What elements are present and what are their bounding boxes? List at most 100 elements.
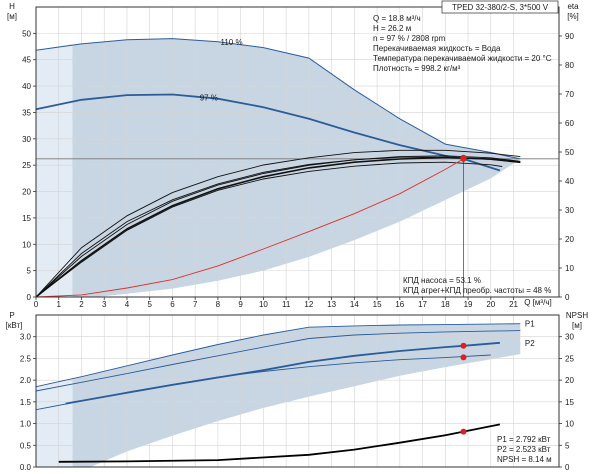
bottom-left-axis-unit: [кВт] xyxy=(6,321,23,330)
x-tick-label: 21 xyxy=(509,300,518,309)
top-left-axis-title: H xyxy=(9,2,15,11)
duty-point xyxy=(460,154,467,161)
duty-point xyxy=(460,342,467,349)
x-tick-label: 13 xyxy=(327,300,336,309)
model-label: TPED 32-380/2-S, 3*500 V xyxy=(452,3,549,12)
x-tick-label: 14 xyxy=(350,300,359,309)
y-tick-label: 0.5 xyxy=(20,441,32,450)
info-line: Плотность = 998.2 кг/м³ xyxy=(373,64,461,73)
x-tick-label: 0 xyxy=(34,300,39,309)
x-tick-label: 18 xyxy=(441,300,450,309)
y-tick-label: 40 xyxy=(22,82,31,91)
curve-label-110: 110 % xyxy=(221,38,243,47)
info-line: NPSH = 8.14 м xyxy=(497,455,552,464)
power-info-block: P1 = 2.792 кВт P2 = 2.523 кВт NPSH = 8.1… xyxy=(497,435,552,464)
model-box xyxy=(441,0,559,14)
y2-tick-label: 10 xyxy=(565,264,574,273)
x-tick-label: 5 xyxy=(147,300,152,309)
duty-point xyxy=(460,428,467,435)
efficiency-curve xyxy=(35,149,521,298)
y2-tick-label: 60 xyxy=(565,119,574,128)
x-tick-label: 20 xyxy=(486,300,495,309)
y-tick-label: 10 xyxy=(22,240,31,249)
bottom-axis-ticks: 0.0 0.5 1.0 1.5 2.0 2.5 3.0 0 5 10 15 20 25 30 xyxy=(20,333,575,472)
y2-tick-label: 70 xyxy=(565,90,574,99)
info-line: P2 = 2.523 кВт xyxy=(497,445,551,454)
efficiency-curve xyxy=(35,156,521,298)
efficiency-curve xyxy=(35,155,521,298)
curve-label-97: 97 % xyxy=(200,94,218,103)
y2-tick-label: 0 xyxy=(565,463,570,472)
y2-tick-label: 25 xyxy=(565,354,574,363)
bottom-plot-curves xyxy=(35,323,521,463)
x-tick-label: 1 xyxy=(57,300,62,309)
info-line: H = 26.2 м xyxy=(373,24,411,33)
x-tick-label: 10 xyxy=(259,300,268,309)
x-axis-title: Q [м³/ч] xyxy=(524,298,551,307)
curve-label-p1: P1 xyxy=(525,320,535,329)
x-tick-label: 15 xyxy=(373,300,382,309)
y2-tick-label: 20 xyxy=(565,376,574,385)
top-plot-grid xyxy=(35,7,559,298)
y2-tick-label: 0 xyxy=(565,293,570,302)
y2-tick-label: 50 xyxy=(565,148,574,157)
y-tick-label: 15 xyxy=(22,214,31,223)
y-tick-label: 25 xyxy=(22,161,31,170)
x-tick-label: 17 xyxy=(418,300,427,309)
y-tick-label: 50 xyxy=(22,29,31,38)
y-tick-label: 2.5 xyxy=(20,354,32,363)
y-tick-label: 35 xyxy=(22,108,31,117)
x-tick-label: 2 xyxy=(79,300,84,309)
power-curve-p1 xyxy=(35,323,521,388)
y-tick-label: 20 xyxy=(22,188,31,197)
bottom-left-axis-title: P xyxy=(9,311,14,320)
info-line: P1 = 2.792 кВт xyxy=(497,435,551,444)
x-tick-label: 7 xyxy=(193,300,198,309)
y2-tick-label: 10 xyxy=(565,420,574,429)
y2-tick-label: 30 xyxy=(565,333,574,342)
x-tick-label: 8 xyxy=(216,300,221,309)
npsh-curve xyxy=(58,423,501,463)
top-axis-ticks: 0510152025303540455001020304050607080900… xyxy=(22,29,574,309)
info-line: Q = 18.8 м³/ч xyxy=(373,14,421,23)
efficiency-info-block: КПД насоса = 53.1 % КПД агрег+КПД преобр… xyxy=(403,276,551,295)
duty-point xyxy=(460,354,467,361)
bottom-right-axis-title: NPSH xyxy=(566,311,588,320)
efficiency-curve xyxy=(35,161,503,298)
x-tick-label: 19 xyxy=(464,300,473,309)
power-curve xyxy=(35,330,521,392)
info-line: КПД насоса = 53.1 % xyxy=(403,276,481,285)
y2-tick-label: 5 xyxy=(565,441,570,450)
info-line: КПД агрег+КПД преобр. частоты = 48 % xyxy=(403,286,551,295)
y2-tick-label: 40 xyxy=(565,177,574,186)
y-tick-label: 45 xyxy=(22,56,31,65)
duty-point-markers xyxy=(460,154,467,435)
bottom-plot-frame xyxy=(35,314,560,468)
system-curve xyxy=(35,158,464,298)
info-line: n = 97 % / 2808 rpm xyxy=(373,34,446,43)
curve-label-p2: P2 xyxy=(525,339,535,348)
top-right-axis-unit: [%] xyxy=(567,12,579,21)
top-right-axis-title: eta xyxy=(567,2,579,11)
y-tick-label: 2.0 xyxy=(20,376,32,385)
y-tick-label: 30 xyxy=(22,135,31,144)
x-tick-label: 3 xyxy=(102,300,107,309)
bottom-right-axis-unit: [м] xyxy=(572,321,582,330)
y-tick-label: 0 xyxy=(27,293,32,302)
y-tick-label: 1.5 xyxy=(20,398,32,407)
y2-tick-label: 15 xyxy=(565,398,574,407)
y-tick-label: 1.0 xyxy=(20,420,32,429)
y2-tick-label: 20 xyxy=(565,235,574,244)
y-tick-label: 3.0 xyxy=(20,333,32,342)
x-tick-label: 11 xyxy=(282,300,291,309)
info-line: Температура перекачиваемой жидкости = 20… xyxy=(373,54,552,63)
y-tick-label: 5 xyxy=(27,267,32,276)
duty-info-block: Q = 18.8 м³/ч H = 26.2 м n = 97 % / 2808… xyxy=(373,14,552,73)
envelope-light-region xyxy=(36,378,73,467)
y2-tick-label: 80 xyxy=(565,61,574,70)
head-curve-110 xyxy=(35,38,521,160)
x-tick-label: 12 xyxy=(304,300,313,309)
top-plot-curves xyxy=(35,38,559,298)
power-curve xyxy=(35,354,491,411)
